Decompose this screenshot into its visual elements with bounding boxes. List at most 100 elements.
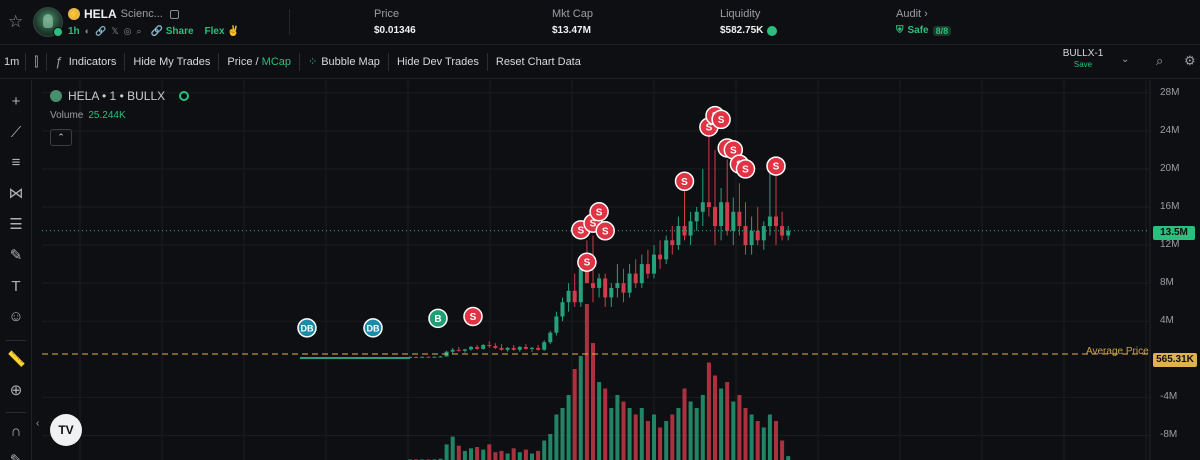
audit-stat[interactable]: Audit › ⛨ Safe 8/8 (896, 8, 952, 36)
volume-bar (688, 401, 693, 460)
volume-bar (731, 401, 736, 460)
volume-bar (676, 408, 681, 460)
candle-body (591, 283, 595, 288)
chevron-down-icon[interactable]: ⌄ (1121, 54, 1130, 65)
x-icon[interactable]: 𝕏 (111, 25, 119, 36)
candle-body (560, 302, 565, 317)
text-icon[interactable]: T (11, 278, 21, 295)
price-value: $0.01346 (374, 25, 416, 36)
volume-bar (621, 401, 626, 460)
lock-drawings-icon[interactable]: ✎ (7, 452, 25, 460)
candle-body (725, 202, 730, 231)
hide-my-trades-button[interactable]: Hide My Trades (133, 55, 211, 68)
favorite-star-icon[interactable]: ☆ (8, 12, 24, 31)
candle-body (645, 264, 650, 274)
y-tick-label: 16M (1160, 201, 1180, 212)
candle-body (694, 211, 699, 222)
y-tick-label: 28M (1160, 86, 1180, 98)
candle-body (530, 347, 534, 349)
price-label: Price (374, 8, 400, 20)
toolbar-divider (218, 52, 220, 71)
average-price-tag: 565.31K (1153, 353, 1197, 367)
candle-body (627, 273, 632, 293)
trend-line-icon[interactable]: ⟋ (10, 124, 22, 141)
candle-body (517, 346, 522, 350)
magnet-icon[interactable]: ∩ (10, 423, 22, 440)
average-price-label: Average Price (1086, 346, 1149, 357)
y-tick-label: -8M (1160, 429, 1178, 441)
trade-marker-label: S (718, 115, 725, 126)
interval-button[interactable]: 1m (4, 55, 20, 68)
volume-bar (523, 449, 528, 460)
fib-icon[interactable]: ☰ (9, 216, 23, 233)
web-icon[interactable]: ◎ (123, 25, 132, 36)
trade-marker (674, 171, 695, 192)
candle-body (664, 240, 669, 260)
candle-body (566, 290, 571, 303)
brush-icon[interactable]: ✎ (9, 247, 23, 264)
liquidity-stat: Liquidity $582.75K (720, 8, 778, 36)
liquidity-label: Liquidity (720, 8, 761, 20)
volume-bar (774, 421, 778, 460)
volume-bar (584, 304, 589, 460)
mktcap-label: Mkt Cap (552, 8, 593, 20)
candle-body (505, 347, 510, 350)
collapse-tools-icon[interactable]: ‹ (36, 418, 40, 429)
volume-bar (603, 388, 608, 460)
trade-marker-label: S (470, 312, 477, 323)
candle-body (499, 347, 504, 350)
ruler-icon[interactable]: 📏 (7, 351, 26, 368)
volume-bar (572, 369, 577, 460)
template-save[interactable]: Save (1073, 60, 1093, 69)
toolbar-divider (299, 52, 300, 71)
search-icon[interactable]: ⌕ (136, 25, 142, 36)
toolbar-divider (387, 52, 389, 71)
candle-body (426, 356, 431, 358)
pattern-icon[interactable]: ⋈ (8, 185, 24, 202)
volume-bar (725, 382, 730, 460)
volume-bar (597, 382, 602, 460)
share-button[interactable]: 🔗 Share (150, 25, 194, 37)
volume-bar (645, 421, 650, 460)
emoji-icon[interactable]: ☺ (8, 308, 24, 325)
pump-icon[interactable]: ◐ (84, 26, 91, 36)
layout-template-selector[interactable]: BULLX-1 Save (1055, 48, 1111, 69)
volume-bar (517, 452, 522, 460)
candle-body (475, 346, 480, 349)
bubble-map-button[interactable]: ⁘ Bubble Map (308, 55, 380, 69)
volume-bar (462, 450, 467, 460)
audit-row: ⛨ Safe 8/8 (896, 25, 952, 36)
hide-dev-trades-button[interactable]: Hide Dev Trades (396, 55, 479, 68)
tradingview-logo[interactable]: TV (50, 414, 82, 446)
candle-body (584, 268, 589, 284)
indicators-button[interactable]: ƒ Indicators (55, 54, 117, 69)
candle-type-button[interactable]: ⫿ (26, 45, 46, 79)
zoom-icon[interactable]: ⊕ (9, 382, 23, 399)
candle-body (548, 332, 553, 343)
volume-value: 25.244K (88, 110, 126, 121)
link-icon[interactable]: 🔗 (95, 25, 107, 36)
reset-chart-button[interactable]: Reset Chart Data (495, 55, 581, 68)
candle-body (670, 240, 675, 246)
volume-bar (536, 450, 541, 460)
volume-bar (755, 421, 760, 460)
gear-icon[interactable]: ⚙ (1184, 53, 1196, 68)
candle-body (603, 278, 608, 298)
volume-bar (444, 444, 449, 460)
volume-bar (487, 444, 492, 460)
volume-bar (475, 447, 480, 460)
volume-bar (566, 395, 571, 460)
volume-bar (682, 388, 687, 460)
collapse-legend-button[interactable]: ⌃ (50, 129, 72, 146)
crosshair-icon[interactable]: + (11, 93, 21, 110)
price-mcap-toggle[interactable]: Price / MCap (227, 55, 291, 68)
horizontal-lines-icon[interactable]: ≡ (11, 154, 21, 171)
trade-marker-label: S (602, 226, 609, 237)
volume-bar (469, 448, 473, 460)
trade-marker (589, 202, 609, 222)
flex-button[interactable]: Flex ✌ (204, 25, 240, 37)
quick-search-icon[interactable]: ⌕ (1156, 53, 1164, 68)
copy-icon[interactable] (169, 9, 179, 19)
toolbar-divider (124, 52, 126, 71)
